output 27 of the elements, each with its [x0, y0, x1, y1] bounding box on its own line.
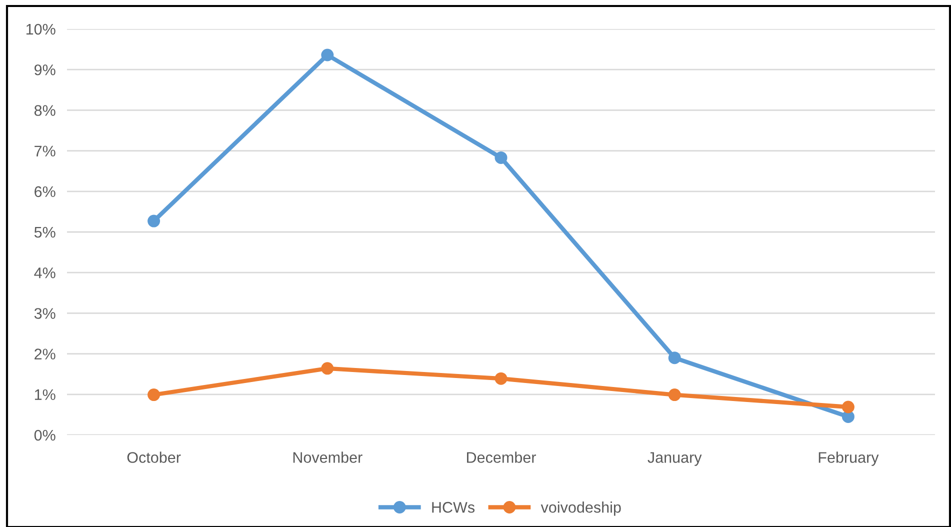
y-tick-label: 4%	[34, 268, 56, 278]
point	[668, 388, 681, 402]
x-tick-label: November	[293, 452, 362, 463]
y-tick-label: 0%	[34, 430, 56, 441]
legend-label: voivodeship	[540, 502, 621, 516]
x-tick-label: February	[818, 452, 879, 466]
y-tick-label: 10%	[26, 24, 56, 35]
y-tick-label: 2%	[34, 348, 56, 360]
x-tick-label: January	[648, 452, 702, 466]
point	[668, 352, 681, 364]
y-tick-label: 1%	[34, 389, 56, 400]
y-tick-label: 5%	[34, 226, 56, 238]
point	[494, 151, 508, 164]
point	[321, 48, 334, 62]
y-tick-label: 8%	[34, 105, 56, 116]
point	[321, 362, 334, 375]
y-tick-label: 6%	[34, 186, 56, 198]
x-tick-label: October	[127, 452, 181, 463]
point	[494, 372, 508, 385]
legend-label: HCWs	[432, 502, 475, 513]
y-tick-label: 3%	[34, 308, 56, 319]
y-tick-label: 7%	[34, 146, 56, 156]
point	[148, 388, 160, 402]
y-tick-label: 9%	[34, 64, 56, 76]
x-tick-label: December	[467, 452, 536, 463]
point	[148, 214, 160, 228]
point	[842, 400, 854, 414]
